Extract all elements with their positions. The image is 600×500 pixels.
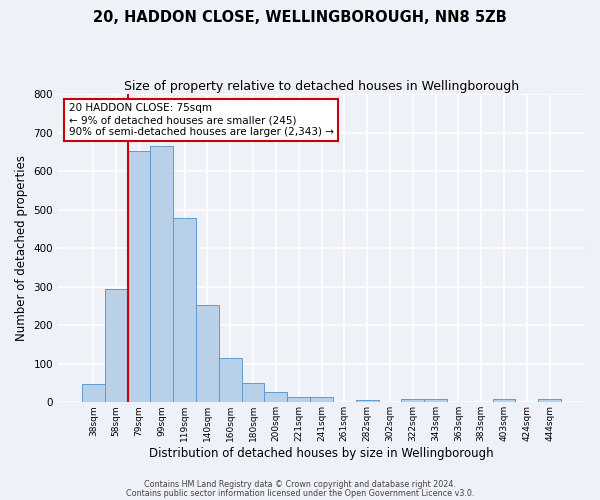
Text: Contains public sector information licensed under the Open Government Licence v3: Contains public sector information licen…: [126, 488, 474, 498]
Bar: [310, 398, 333, 402]
Bar: [128, 151, 151, 403]
Y-axis label: Number of detached properties: Number of detached properties: [15, 155, 28, 341]
Bar: [287, 396, 310, 402]
Bar: [401, 399, 424, 402]
Text: Contains HM Land Registry data © Crown copyright and database right 2024.: Contains HM Land Registry data © Crown c…: [144, 480, 456, 489]
Bar: [356, 400, 379, 402]
Bar: [173, 218, 196, 402]
Bar: [242, 383, 265, 402]
Title: Size of property relative to detached houses in Wellingborough: Size of property relative to detached ho…: [124, 80, 519, 93]
Bar: [82, 384, 105, 402]
Text: 20 HADDON CLOSE: 75sqm
← 9% of detached houses are smaller (245)
90% of semi-det: 20 HADDON CLOSE: 75sqm ← 9% of detached …: [68, 104, 334, 136]
Bar: [424, 399, 447, 402]
Bar: [493, 399, 515, 402]
X-axis label: Distribution of detached houses by size in Wellingborough: Distribution of detached houses by size …: [149, 447, 494, 460]
Bar: [265, 392, 287, 402]
Bar: [196, 305, 219, 402]
Bar: [538, 399, 561, 402]
Bar: [151, 146, 173, 403]
Text: 20, HADDON CLOSE, WELLINGBOROUGH, NN8 5ZB: 20, HADDON CLOSE, WELLINGBOROUGH, NN8 5Z…: [93, 10, 507, 25]
Bar: [219, 358, 242, 403]
Bar: [105, 290, 128, 403]
